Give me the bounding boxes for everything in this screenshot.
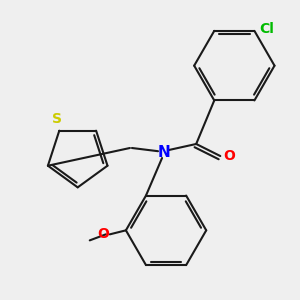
Text: Cl: Cl xyxy=(259,22,274,36)
Text: O: O xyxy=(97,227,109,241)
Text: O: O xyxy=(224,149,236,163)
Text: N: N xyxy=(158,145,170,160)
Text: S: S xyxy=(52,112,62,126)
